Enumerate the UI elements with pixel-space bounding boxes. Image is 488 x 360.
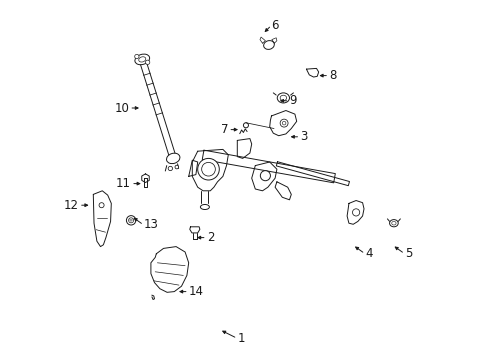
Text: 6: 6 <box>271 19 279 32</box>
Ellipse shape <box>352 209 359 216</box>
Ellipse shape <box>139 57 145 62</box>
Polygon shape <box>260 37 265 43</box>
Text: 3: 3 <box>300 130 307 143</box>
Ellipse shape <box>243 123 248 128</box>
Ellipse shape <box>277 93 289 103</box>
Ellipse shape <box>197 158 219 180</box>
Ellipse shape <box>168 166 172 171</box>
Ellipse shape <box>99 203 104 208</box>
Text: 12: 12 <box>64 199 79 212</box>
Polygon shape <box>271 38 276 43</box>
Text: 5: 5 <box>404 247 411 260</box>
Ellipse shape <box>201 162 215 176</box>
Polygon shape <box>192 149 228 191</box>
Text: 8: 8 <box>328 69 336 82</box>
Text: 14: 14 <box>188 285 203 298</box>
Ellipse shape <box>260 171 270 181</box>
Polygon shape <box>202 150 335 183</box>
Polygon shape <box>139 58 176 159</box>
Ellipse shape <box>280 119 287 127</box>
Ellipse shape <box>263 41 274 49</box>
Ellipse shape <box>200 204 209 210</box>
Polygon shape <box>143 178 147 187</box>
Polygon shape <box>276 162 349 186</box>
Ellipse shape <box>175 165 178 169</box>
Polygon shape <box>142 174 149 183</box>
Ellipse shape <box>145 60 149 64</box>
Polygon shape <box>189 227 200 233</box>
Ellipse shape <box>282 121 285 125</box>
Polygon shape <box>275 182 291 200</box>
Polygon shape <box>346 201 363 224</box>
Ellipse shape <box>280 95 286 100</box>
Text: 13: 13 <box>143 219 158 231</box>
Ellipse shape <box>391 221 395 225</box>
Polygon shape <box>269 111 296 136</box>
Text: 11: 11 <box>116 177 131 190</box>
Text: 10: 10 <box>114 102 129 114</box>
Ellipse shape <box>128 218 133 223</box>
Ellipse shape <box>126 216 136 225</box>
Text: 2: 2 <box>206 231 214 244</box>
Text: 7: 7 <box>221 123 228 136</box>
Text: 4: 4 <box>365 247 372 260</box>
Ellipse shape <box>135 54 149 65</box>
Ellipse shape <box>134 54 139 59</box>
Text: 1: 1 <box>237 332 244 345</box>
Ellipse shape <box>389 220 397 227</box>
Text: 9: 9 <box>289 94 296 107</box>
Polygon shape <box>251 162 276 191</box>
Ellipse shape <box>166 153 180 164</box>
Polygon shape <box>151 247 188 292</box>
Polygon shape <box>306 68 318 77</box>
Polygon shape <box>188 160 197 176</box>
Polygon shape <box>93 191 111 247</box>
Polygon shape <box>237 139 251 158</box>
